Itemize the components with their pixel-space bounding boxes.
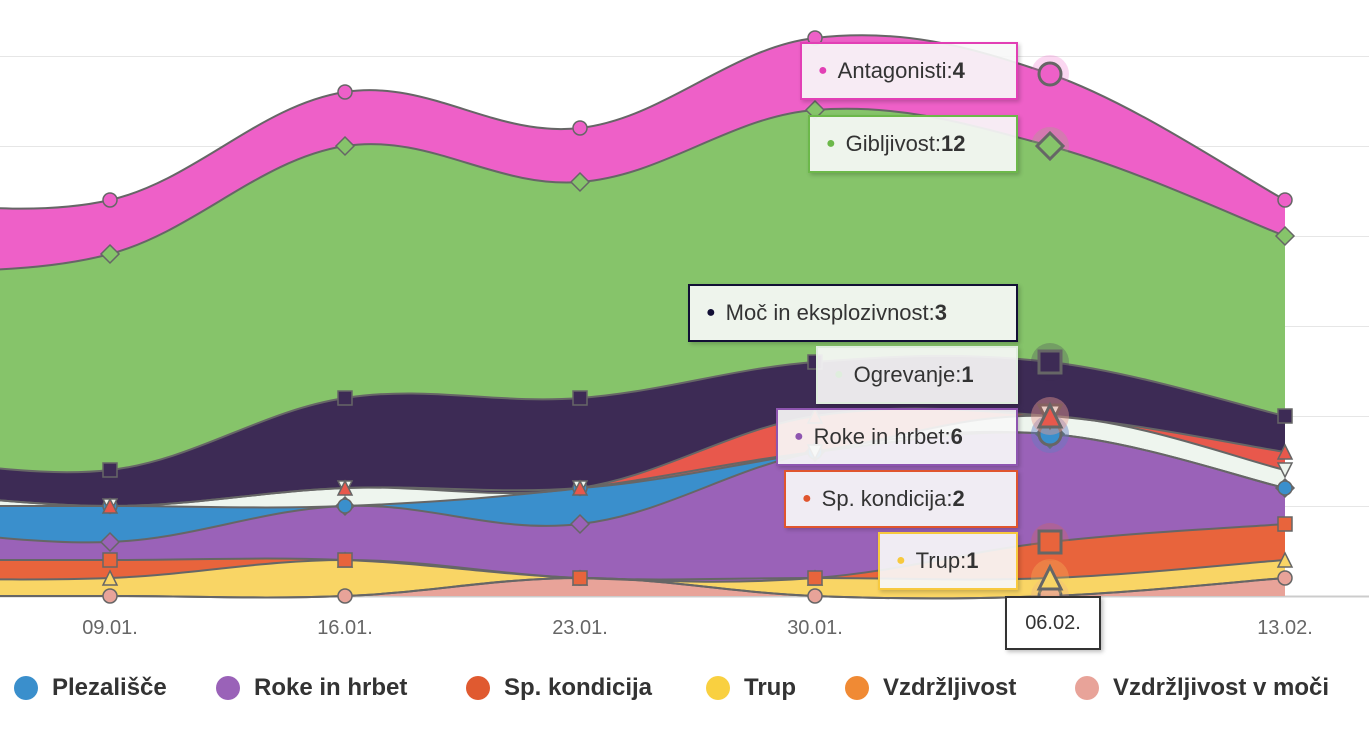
legend-marker-icon (216, 676, 240, 700)
legend-item-vzdrzljivost[interactable]: Vzdržljivost (845, 668, 1016, 708)
tooltip-trup: ● Trup: 1 (878, 532, 1018, 590)
marker-triangle (336, 479, 354, 496)
marker-square (337, 390, 353, 406)
marker-diamond (1034, 130, 1066, 162)
tooltip-dot-icon: ● (706, 304, 716, 321)
tooltip-series-name: Ogrevanje (853, 362, 956, 387)
marker-circle (807, 588, 823, 604)
x-tick-label: 09.01. (82, 617, 138, 639)
area-plezalisce (0, 431, 1285, 543)
marker-circle (337, 498, 353, 514)
tooltip-series-value: 3 (934, 300, 948, 325)
marker-triangle-down (1276, 462, 1294, 479)
x-tick-label: 23.01. (552, 617, 608, 639)
legend-marker-icon (1075, 676, 1099, 700)
marker-diamond (99, 531, 121, 553)
tooltip-series-value: 4 (952, 58, 965, 83)
tooltip-series-value: 2 (952, 486, 965, 511)
legend-item-vzdrzljivost-v-moci[interactable]: Vzdržljivost v moči (1075, 668, 1329, 708)
marker-square (102, 552, 118, 568)
tooltip-dot-icon: ● (834, 366, 844, 383)
tooltip-dot-icon: ● (794, 428, 804, 445)
tooltip-dot-icon: ● (802, 490, 812, 507)
marker-circle (102, 192, 118, 208)
legend-marker-icon (706, 676, 730, 700)
marker-square (1037, 529, 1063, 555)
tooltip-series-name: Gibljivost (845, 131, 935, 156)
marker-circle (1277, 480, 1293, 496)
marker-square (102, 462, 118, 478)
marker-triangle (101, 569, 119, 586)
marker-square (1277, 516, 1293, 532)
tooltip-ogrevanje: ● Ogrevanje: 1 (816, 346, 1018, 404)
marker-diamond (334, 135, 356, 157)
tooltip-sp-kondicija: ● Sp. kondicija: 2 (784, 470, 1018, 528)
legend-label: Sp. kondicija (504, 674, 653, 701)
legend: Plezališče Roke in hrbet Sp. kondicija Trup… (0, 668, 1369, 708)
area-vzdrzljivost-v-moci (0, 578, 1285, 599)
tooltip-series-name: Roke in hrbet (813, 424, 945, 449)
legend-label: Vzdržljivost v moči (1113, 674, 1330, 701)
marker-circle (337, 84, 353, 100)
tooltip-series-name: Moč in eksplozivnost (725, 300, 929, 325)
marker-square (572, 570, 588, 586)
plot-area: 09.01.16.01.23.01.30.01.06.02.13.02. (0, 30, 1369, 639)
tooltip-series-value: 6 (950, 424, 963, 449)
legend-item-sp-kondicija[interactable]: Sp. kondicija (466, 668, 652, 708)
marker-triangle (101, 497, 119, 514)
legend-marker-icon (14, 676, 38, 700)
legend-marker-icon (845, 676, 869, 700)
marker-diamond (569, 513, 591, 535)
tooltip-series-name: Trup (915, 548, 961, 573)
marker-circle (572, 120, 588, 136)
x-tick-label: 30.01. (787, 617, 843, 639)
x-tick-label: 16.01. (317, 617, 373, 639)
legend-item-trup[interactable]: Trup (706, 668, 796, 708)
legend-label: Roke in hrbet (254, 674, 408, 701)
tooltip-series-value: 1 (966, 548, 979, 573)
marker-triangle (571, 479, 589, 496)
legend-label: Vzdržljivost (883, 674, 1017, 701)
tooltip-dot-icon: ● (818, 62, 828, 79)
marker-square (1037, 349, 1063, 375)
tooltip-series-name: Antagonisti (837, 58, 947, 83)
tooltip-series-name: Sp. kondicija (821, 486, 947, 511)
marker-circle (1277, 192, 1293, 208)
marker-triangle (1036, 401, 1064, 429)
marker-diamond (99, 243, 121, 265)
legend-item-plezalisce[interactable]: Plezališče (14, 668, 167, 708)
marker-square (572, 390, 588, 406)
series-areas (0, 34, 1286, 600)
x-axis-tooltip: 06.02. (1005, 596, 1101, 650)
marker-diamond (569, 171, 591, 193)
legend-label: Plezališče (52, 674, 167, 701)
marker-square (1277, 408, 1293, 424)
area-gibljivost (0, 108, 1285, 473)
legend-marker-icon (466, 676, 490, 700)
tooltip-antagonisti: ● Antagonisti: 4 (800, 42, 1018, 100)
tooltip-dot-icon: ● (826, 135, 836, 152)
marker-circle (337, 588, 353, 604)
tooltip-dot-icon: ● (896, 552, 906, 569)
marker-circle (1277, 570, 1293, 586)
marker-circle (1037, 61, 1063, 87)
marker-diamond (1274, 225, 1296, 247)
tooltip-gibljivost: ● Gibljivost: 12 (808, 115, 1018, 173)
tooltip-moc-in-eksplozivnost: ● Moč in eksplozivnost: 3 (688, 284, 1018, 342)
marker-square (337, 552, 353, 568)
tooltip-roke-in-hrbet: ● Roke in hrbet: 6 (776, 408, 1018, 466)
marker-circle (102, 588, 118, 604)
marker-triangle (1036, 563, 1064, 591)
tooltip-series-value: 1 (961, 362, 974, 387)
tooltip-series-value: 12 (941, 131, 966, 156)
x-tick-label: 13.02. (1257, 617, 1313, 639)
marker-triangle (1276, 443, 1294, 460)
marker-triangle (1276, 551, 1294, 568)
marker-square (807, 570, 823, 586)
legend-item-roke-in-hrbet[interactable]: Roke in hrbet (216, 668, 407, 708)
legend-label: Trup (744, 674, 796, 701)
